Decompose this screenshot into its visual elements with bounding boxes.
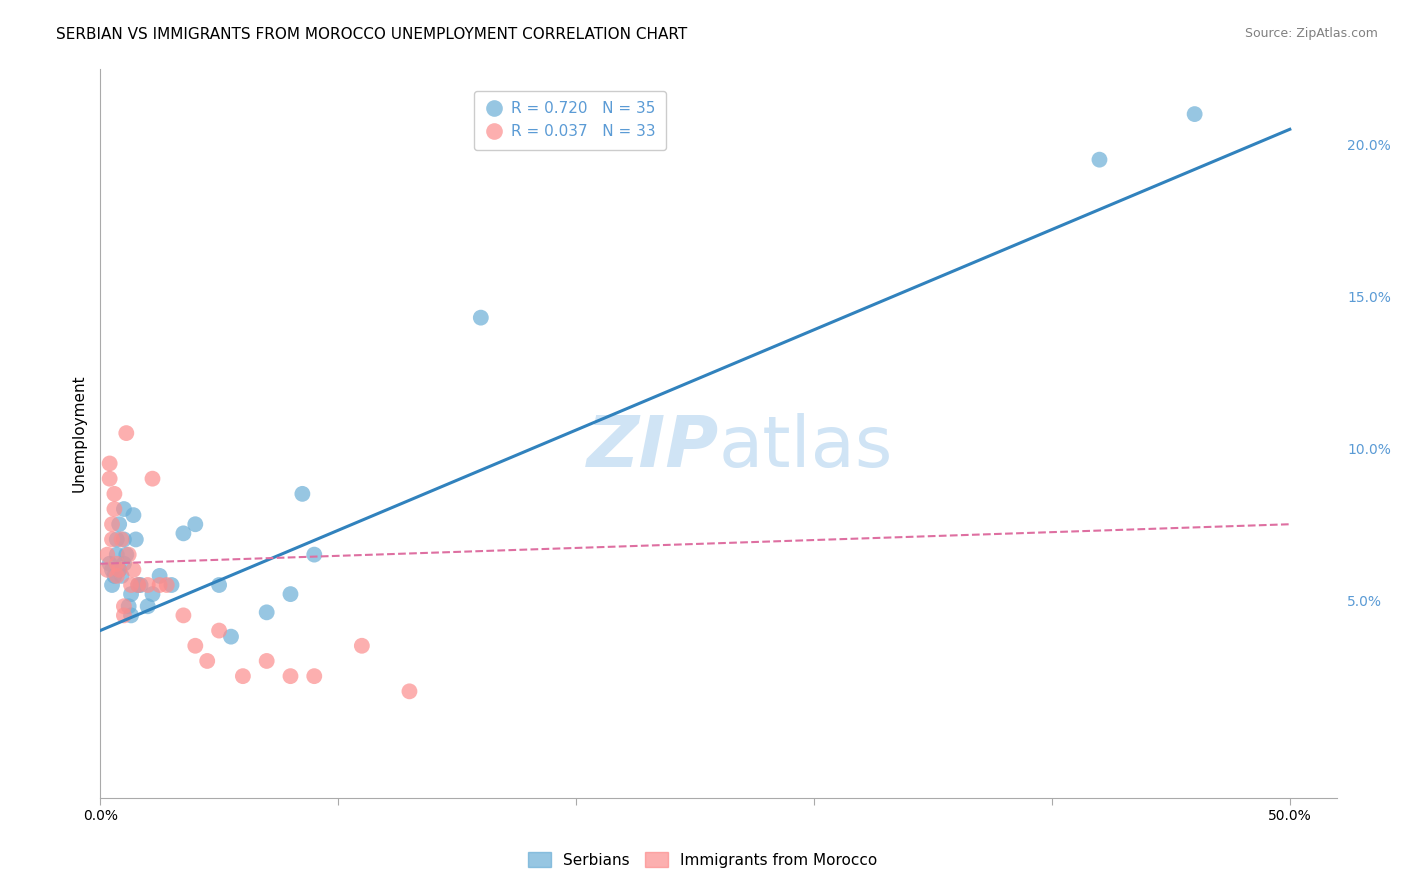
Point: [149, 569, 172, 583]
Point: [256, 654, 278, 668]
Point: [120, 608, 142, 623]
Point: [112, 599, 135, 614]
Point: [172, 608, 194, 623]
Point: [195, 654, 218, 668]
Point: [120, 578, 142, 592]
Point: [115, 548, 138, 562]
Point: [115, 426, 138, 441]
Point: [125, 533, 148, 547]
Point: [141, 472, 163, 486]
Point: [184, 639, 207, 653]
Point: [101, 578, 124, 592]
Point: [101, 517, 124, 532]
Point: [219, 630, 242, 644]
Point: [184, 517, 207, 532]
Point: [103, 502, 125, 516]
Point: [304, 548, 326, 562]
Point: [122, 508, 145, 522]
Point: [108, 563, 131, 577]
Point: [112, 533, 135, 547]
Point: [280, 669, 302, 683]
Point: [103, 569, 125, 583]
Point: [136, 599, 159, 614]
Point: [118, 599, 141, 614]
Point: [105, 533, 128, 547]
Point: [160, 578, 183, 592]
Text: Source: ZipAtlas.com: Source: ZipAtlas.com: [1244, 27, 1378, 40]
Point: [122, 563, 145, 577]
Point: [1088, 153, 1111, 167]
Point: [101, 533, 124, 547]
Point: [112, 502, 135, 516]
Point: [118, 548, 141, 562]
Point: [96, 548, 118, 562]
Point: [105, 557, 128, 571]
Point: [110, 533, 132, 547]
Text: atlas: atlas: [718, 413, 893, 483]
Point: [127, 578, 149, 592]
Point: [98, 472, 121, 486]
Point: [256, 605, 278, 619]
Point: [350, 639, 373, 653]
Point: [110, 569, 132, 583]
Point: [304, 669, 326, 683]
Text: SERBIAN VS IMMIGRANTS FROM MOROCCO UNEMPLOYMENT CORRELATION CHART: SERBIAN VS IMMIGRANTS FROM MOROCCO UNEMP…: [56, 27, 688, 42]
Point: [172, 526, 194, 541]
Point: [112, 608, 135, 623]
Point: [105, 548, 128, 562]
Point: [96, 563, 118, 577]
Point: [141, 587, 163, 601]
Point: [127, 578, 149, 592]
Point: [156, 578, 179, 592]
Point: [232, 669, 254, 683]
Point: [108, 517, 131, 532]
Text: ZIP: ZIP: [586, 413, 718, 483]
Point: [208, 624, 231, 638]
Point: [1184, 107, 1206, 121]
Point: [98, 457, 121, 471]
Point: [129, 578, 152, 592]
Point: [398, 684, 420, 698]
Y-axis label: Unemployment: Unemployment: [72, 375, 86, 491]
Point: [103, 487, 125, 501]
Point: [149, 578, 172, 592]
Legend: Serbians, Immigrants from Morocco: Serbians, Immigrants from Morocco: [520, 844, 886, 875]
Point: [98, 557, 121, 571]
Point: [208, 578, 231, 592]
Point: [136, 578, 159, 592]
Point: [280, 587, 302, 601]
Point: [120, 587, 142, 601]
Point: [108, 563, 131, 577]
Point: [101, 563, 124, 577]
Point: [105, 569, 128, 583]
Point: [112, 557, 135, 571]
Legend: R = 0.720   N = 35, R = 0.037   N = 33: R = 0.720 N = 35, R = 0.037 N = 33: [474, 91, 666, 150]
Point: [291, 487, 314, 501]
Point: [470, 310, 492, 325]
